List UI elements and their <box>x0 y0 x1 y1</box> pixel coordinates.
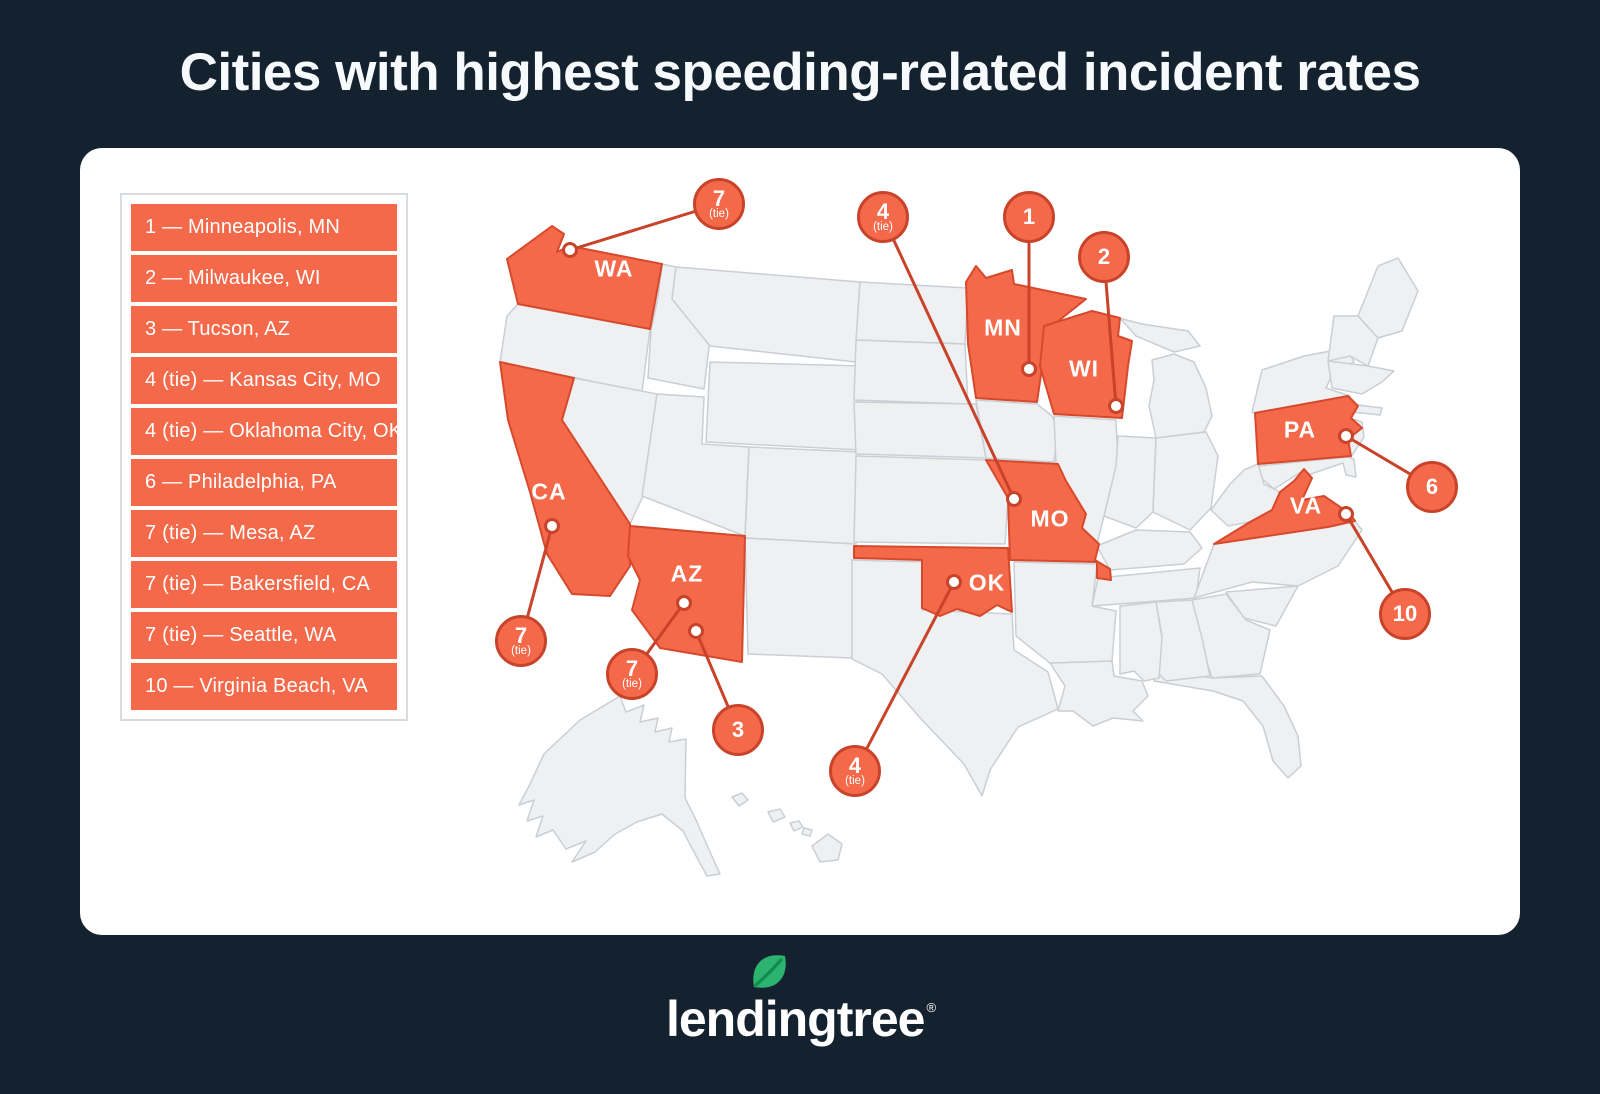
badge-tie-label: (tie) <box>511 644 531 657</box>
state-va <box>1213 468 1356 545</box>
badge-tie-label: (tie) <box>622 677 642 690</box>
state-wy <box>705 361 865 451</box>
city-dot-oklahoma-city <box>946 574 962 590</box>
legend-item-label: 4 (tie) — Oklahoma City, OK <box>145 420 403 442</box>
legend-item-label: 3 — Tucson, AZ <box>145 318 291 340</box>
state-sd <box>853 339 969 405</box>
state-mo <box>985 459 1112 581</box>
badge-number: 6 <box>1425 474 1439 499</box>
state-wv <box>1210 463 1281 527</box>
badge-number: 7 <box>514 622 528 648</box>
badge-number: 7 <box>625 655 639 681</box>
page-title: Cities with highest speeding-related inc… <box>179 43 1421 102</box>
legend-item: 4 (tie) — Oklahoma City, OK <box>131 408 402 455</box>
state-hi <box>767 808 786 823</box>
badge-mesa: 7 (tie) <box>606 648 658 700</box>
badge-seattle: 7 (tie) <box>693 178 745 230</box>
badge-number: 1 <box>1022 204 1036 229</box>
badge-bakersfield: 7 (tie) <box>495 615 547 667</box>
us-map-svg <box>499 202 1433 877</box>
legend-item: 4 (tie) — Kansas City, MO <box>131 357 397 404</box>
state-ca <box>499 361 631 597</box>
state-mi-upper <box>1091 310 1201 353</box>
badge-kansas-city: 4 (tie) <box>857 191 909 243</box>
state-ok <box>853 545 1013 617</box>
city-dot-seattle <box>562 242 578 258</box>
legend-item-label: 6 — Philadelphia, PA <box>145 471 337 493</box>
legend-item-label: 1 — Minneapolis, MN <box>145 216 340 238</box>
state-ia <box>975 399 1059 463</box>
city-dot-bakersfield <box>544 518 560 534</box>
state-az <box>627 525 746 663</box>
state-nm <box>744 537 857 659</box>
legend-item-label: 4 (tie) — Kansas City, MO <box>145 369 381 391</box>
badge-virginia-beach: 10 <box>1379 588 1431 640</box>
city-dot-mesa <box>676 595 692 611</box>
badge-number: 4 <box>876 198 890 224</box>
state-ms <box>1119 601 1163 682</box>
legend-item: 7 (tie) — Mesa, AZ <box>131 510 397 557</box>
state-nd <box>855 281 969 345</box>
legend-item: 7 (tie) — Seattle, WA <box>131 612 397 659</box>
city-dot-virginia-beach <box>1338 506 1354 522</box>
state-ky <box>1096 529 1203 571</box>
badge-number: 2 <box>1097 244 1111 269</box>
legend-item-label: 10 — Virginia Beach, VA <box>145 675 368 697</box>
ranking-legend: 1 — Minneapolis, MN 2 — Milwaukee, WI 3 … <box>120 193 408 721</box>
city-dot-philadelphia <box>1338 428 1354 444</box>
state-mi <box>1148 353 1213 439</box>
state-pa <box>1254 395 1363 465</box>
legend-item-label: 7 (tie) — Seattle, WA <box>145 624 337 646</box>
badge-minneapolis: 1 <box>1003 191 1055 243</box>
legend-item-label: 7 (tie) — Mesa, AZ <box>145 522 316 544</box>
badge-number: 10 <box>1392 601 1418 626</box>
badge-tie-label: (tie) <box>845 774 865 787</box>
gray-states <box>499 257 1419 877</box>
legend-item: 7 (tie) — Bakersfield, CA <box>131 561 397 608</box>
state-la <box>1049 660 1149 727</box>
state-hi <box>811 833 843 863</box>
badge-milwaukee: 2 <box>1078 231 1130 283</box>
us-map: WA CA AZ MN WI MO OK PA VA 7 (tie) 4 (ti… <box>452 164 1470 912</box>
content-card: 1 — Minneapolis, MN 2 — Milwaukee, WI 3 … <box>80 148 1520 935</box>
state-mt <box>671 266 861 363</box>
callout-line-oklahoma-city <box>853 581 956 772</box>
state-fl <box>1153 667 1302 779</box>
state-oh <box>1152 431 1219 531</box>
legend-item: 2 — Milwaukee, WI <box>131 255 397 302</box>
highlighted-states <box>499 225 1363 663</box>
legend-item: 3 — Tucson, AZ <box>131 306 397 353</box>
legend-item: 1 — Minneapolis, MN <box>131 204 397 251</box>
lendingtree-logo: lendingtree ® <box>0 952 1600 1048</box>
state-ks <box>853 455 1009 545</box>
badge-number: 7 <box>712 185 726 211</box>
state-ma-ct-ri <box>1327 360 1395 395</box>
legend-item-label: 2 — Milwaukee, WI <box>145 267 321 289</box>
city-dots <box>544 242 1354 639</box>
leaf-icon <box>753 955 786 988</box>
legend-item-label: 7 (tie) — Bakersfield, CA <box>145 573 371 595</box>
registered-mark: ® <box>926 1000 937 1015</box>
badge-number: 3 <box>731 717 745 742</box>
legend-item: 6 — Philadelphia, PA <box>131 459 397 506</box>
legend-item: 10 — Virginia Beach, VA <box>131 663 397 710</box>
state-co <box>744 446 861 545</box>
badge-tie-label: (tie) <box>873 220 893 233</box>
badge-tucson: 3 <box>712 704 764 756</box>
state-ne <box>853 401 987 459</box>
badge-philadelphia: 6 <box>1406 461 1458 513</box>
city-dot-minneapolis <box>1021 361 1037 377</box>
badge-oklahoma-city: 4 (tie) <box>829 745 881 797</box>
callout-line-kansas-city <box>881 216 1016 500</box>
city-dot-milwaukee <box>1108 398 1124 414</box>
state-hi <box>789 820 804 832</box>
city-dot-kansas-city <box>1006 491 1022 507</box>
state-hi <box>801 827 813 837</box>
brand-name: lendingtree <box>665 991 925 1047</box>
city-dot-tucson <box>688 623 704 639</box>
badge-tie-label: (tie) <box>709 207 729 220</box>
state-ak <box>518 695 721 877</box>
badge-number: 4 <box>848 752 862 778</box>
state-hi <box>731 792 749 807</box>
